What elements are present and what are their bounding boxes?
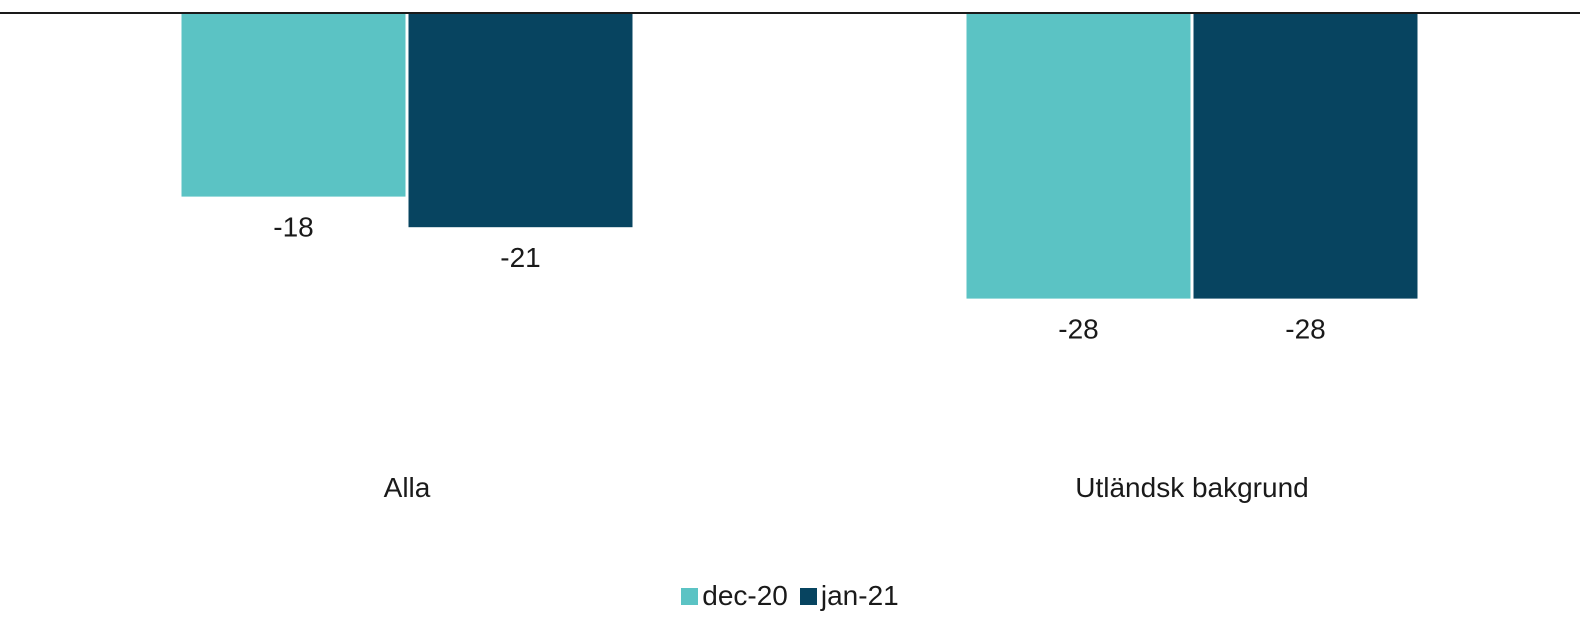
legend-swatch-dec-20 [681,587,699,605]
legend-item-jan-21: jan-21 [799,580,899,612]
bar-jan-21-0 [408,13,633,228]
category-label-0: Alla [384,472,431,503]
legend-item-dec-20: dec-20 [681,580,788,612]
legend-label-jan-21: jan-21 [820,580,899,611]
data-label-dec-20-0: -18 [273,212,313,243]
bar-dec-20-1 [966,13,1191,299]
bar-dec-20-0 [181,13,406,197]
data-label-dec-20-1: -28 [1058,314,1098,345]
category-label-1: Utländsk bakgrund [1075,472,1308,503]
bar-jan-21-1 [1193,13,1418,299]
legend: dec-20 jan-21 [0,580,1580,612]
legend-swatch-jan-21 [799,587,817,605]
legend-label-dec-20: dec-20 [702,580,788,611]
data-label-jan-21-1: -28 [1285,314,1325,345]
data-label-jan-21-0: -21 [500,242,540,273]
